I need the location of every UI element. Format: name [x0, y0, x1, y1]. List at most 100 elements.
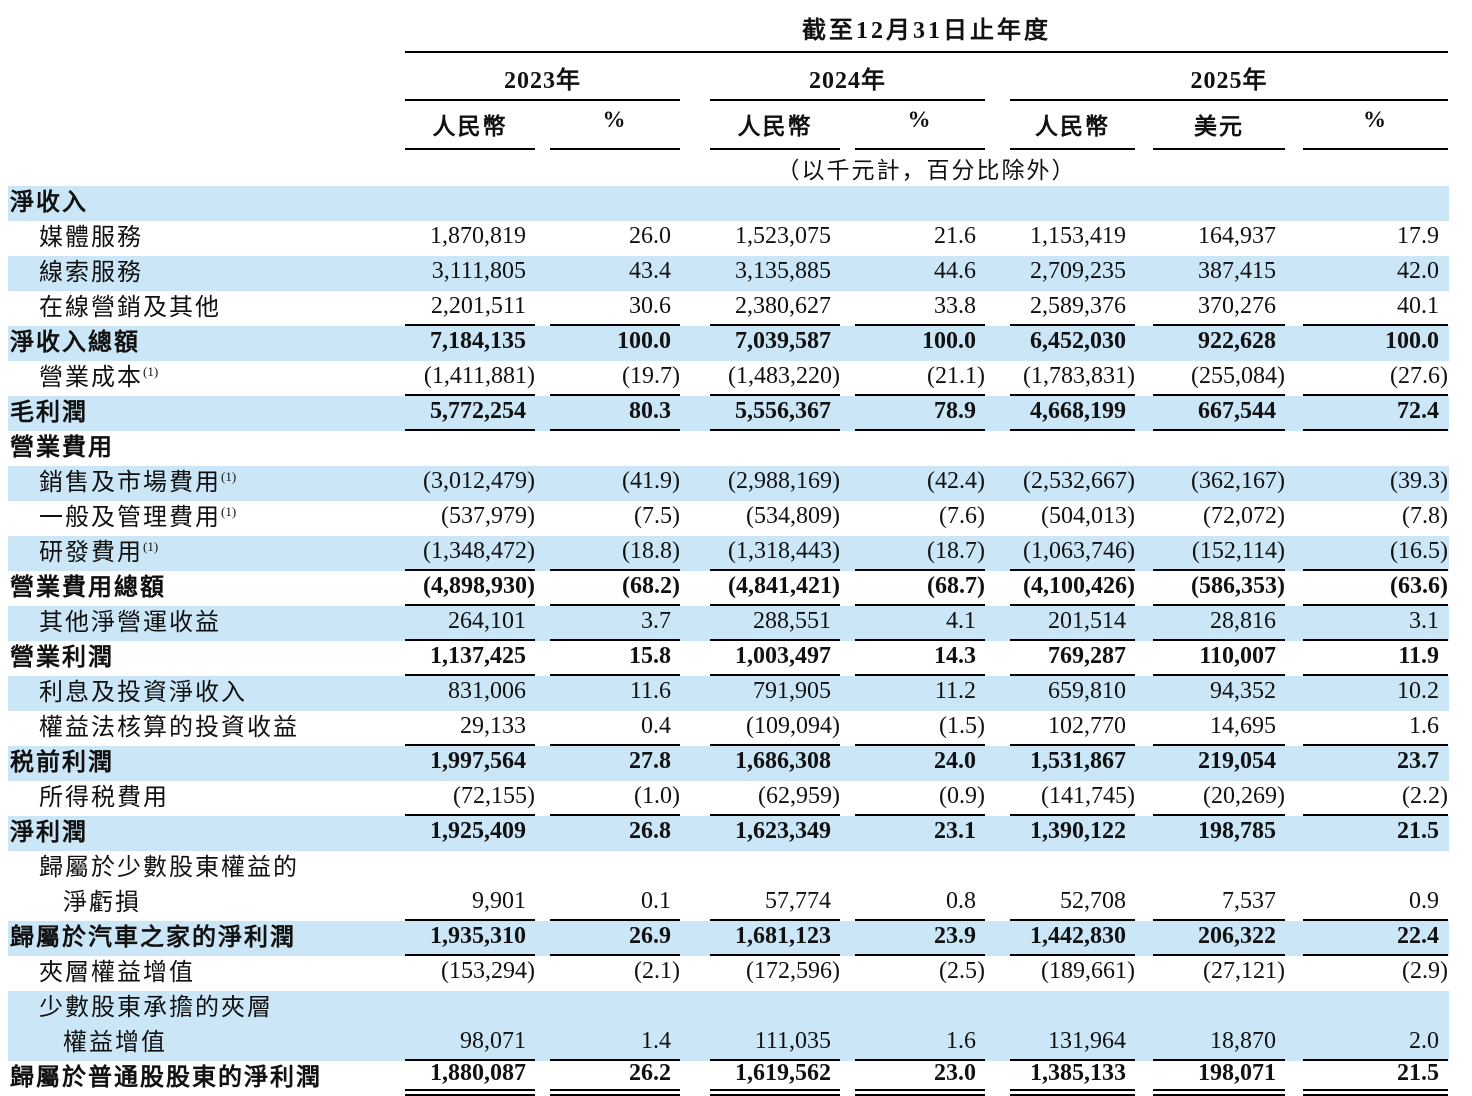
table-row: 營業費用總額 (4,898,930) (68.2) (4,841,421) (68.7)…	[8, 571, 1449, 606]
row-label: 淨利潤	[10, 820, 88, 846]
value-cell: (2,532,667)	[1023, 468, 1135, 494]
value-cell: 0.9	[1303, 886, 1448, 921]
row-label: 權益法核算的投資收益	[39, 715, 299, 741]
value-cell	[405, 186, 535, 221]
value-cell: 52,708	[1010, 886, 1135, 921]
value-cell	[1303, 186, 1448, 221]
value-cell: (141,745)	[1010, 781, 1135, 816]
col-header-2025-usd: 美元	[1153, 101, 1285, 150]
value-cell: (0.9)	[855, 781, 985, 816]
value-cell: 1,870,819	[430, 223, 526, 249]
value-cell	[550, 186, 680, 221]
table-header-period: 截至12月31日止年度	[8, 10, 1449, 53]
value-cell: (153,294)	[441, 958, 535, 984]
value-cell: (4,898,930)	[405, 571, 535, 606]
value-cell: 0.1	[550, 886, 680, 921]
value-cell: 206,322	[1153, 921, 1285, 956]
table-row: 淨收入	[8, 186, 1449, 221]
value-cell: 3,111,805	[431, 258, 526, 284]
value-cell: 24.0	[934, 748, 976, 774]
label-column-spacer	[8, 101, 398, 150]
value-cell: 23.1	[934, 818, 976, 844]
table-row: 淨利潤 1,925,409 26.8 1,623,349 23.1 1,390,122 19…	[8, 816, 1449, 851]
value-cell: (534,809)	[746, 503, 840, 529]
value-cell: (109,094)	[710, 711, 840, 746]
value-cell: 370,276	[1153, 291, 1285, 326]
table-row: 權益法核算的投資收益 29,133 0.4 (109,094) (1.5) 102,770…	[8, 711, 1449, 746]
value-cell: 9,901	[405, 886, 535, 921]
value-cell: 2,201,511	[405, 291, 535, 326]
value-cell: (4,100,426)	[1010, 571, 1135, 606]
col-header-2025-rmb: 人民幣	[1010, 101, 1135, 150]
value-cell: 22.4	[1303, 921, 1448, 956]
value-cell: (72,072)	[1203, 503, 1285, 529]
table-row: 線索服務 3,111,805 43.4 3,135,885 44.6 2,709,235 3…	[8, 256, 1449, 291]
value-cell: 1,137,425	[405, 641, 535, 676]
value-cell	[1303, 431, 1448, 466]
value-cell: 264,101	[405, 606, 535, 641]
value-cell: 18,870	[1153, 1026, 1285, 1061]
value-cell: 72.4	[1303, 396, 1448, 431]
value-cell: 17.9	[1397, 223, 1439, 249]
value-cell	[855, 431, 985, 466]
table-row: 歸屬於汽車之家的淨利潤 1,935,310 26.9 1,681,123 23.9 1,4…	[8, 921, 1449, 956]
value-cell: (1,348,472)	[405, 536, 535, 571]
value-cell: 21.6	[934, 223, 976, 249]
value-cell: 198,785	[1198, 818, 1276, 844]
value-cell: 831,006	[448, 678, 526, 704]
value-cell: (3,012,479)	[423, 468, 535, 494]
value-cell	[1010, 186, 1135, 221]
table-row: 在線營銷及其他 2,201,511 30.6 2,380,627 33.8 2,589,3…	[8, 291, 1449, 326]
value-cell: (189,661)	[1041, 958, 1135, 984]
value-cell: (41.9)	[622, 468, 680, 494]
value-cell: (1.0)	[550, 781, 680, 816]
value-cell: 42.0	[1397, 258, 1439, 284]
value-cell: 14.3	[855, 641, 985, 676]
value-cell: 11.9	[1303, 641, 1448, 676]
value-cell: (62,959)	[710, 781, 840, 816]
value-cell: 1,935,310	[405, 921, 535, 956]
value-cell: 201,514	[1010, 606, 1135, 641]
value-cell	[550, 431, 680, 466]
value-cell: 23.0	[855, 1060, 985, 1096]
value-cell	[710, 186, 840, 221]
value-cell: 3.1	[1303, 606, 1448, 641]
value-cell: 4.1	[855, 606, 985, 641]
footnote-marker: (1)	[221, 504, 237, 519]
table-row: 營業費用	[8, 431, 1449, 466]
value-cell: 1,681,123	[710, 921, 840, 956]
value-cell: (2,988,169)	[728, 468, 840, 494]
value-cell: (68.2)	[550, 571, 680, 606]
value-cell	[1010, 431, 1135, 466]
table-header-years: 2023年 2024年 2025年	[8, 53, 1449, 101]
value-cell: 1,997,564	[430, 748, 526, 774]
value-cell: 667,544	[1153, 396, 1285, 431]
value-cell: (21.1)	[855, 361, 985, 396]
year-group-2025: 2025年	[1010, 53, 1448, 101]
value-cell: 33.8	[855, 291, 985, 326]
value-cell: (2.5)	[939, 958, 985, 984]
col-header-2024-rmb: 人民幣	[710, 101, 840, 150]
table-row: 淨收入總額 7,184,135 100.0 7,039,587 100.0 6,452,0…	[8, 326, 1449, 361]
row-label: 其他淨營運收益	[39, 610, 221, 636]
table-row: 營業利潤 1,137,425 15.8 1,003,497 14.3 769,287 110…	[8, 641, 1449, 676]
value-cell: 44.6	[934, 258, 976, 284]
value-cell: 1,623,349	[735, 818, 831, 844]
value-cell: (18.8)	[550, 536, 680, 571]
value-cell: (7.8)	[1402, 503, 1448, 529]
row-label: 税前利潤	[10, 750, 114, 776]
value-cell: (362,167)	[1191, 468, 1285, 494]
value-cell: 26.2	[550, 1060, 680, 1096]
row-label: 毛利潤	[10, 400, 88, 426]
value-cell: 29,133	[405, 711, 535, 746]
value-cell	[710, 431, 840, 466]
table-row: 所得税費用 (72,155) (1.0) (62,959) (0.9) (141,745)…	[8, 781, 1449, 816]
value-cell: 1.6	[855, 1026, 985, 1061]
value-cell: 922,628	[1198, 328, 1276, 354]
value-cell: (4,841,421)	[710, 571, 840, 606]
value-cell: 26.0	[629, 223, 671, 249]
table-body: 淨收入 媒體服務 1,870,819 26.0 1,523,075 21.6 1,153,4…	[0, 186, 1472, 1096]
value-cell: (20,269)	[1153, 781, 1285, 816]
value-cell: 5,556,367	[710, 396, 840, 431]
value-cell: 1.6	[1303, 711, 1448, 746]
